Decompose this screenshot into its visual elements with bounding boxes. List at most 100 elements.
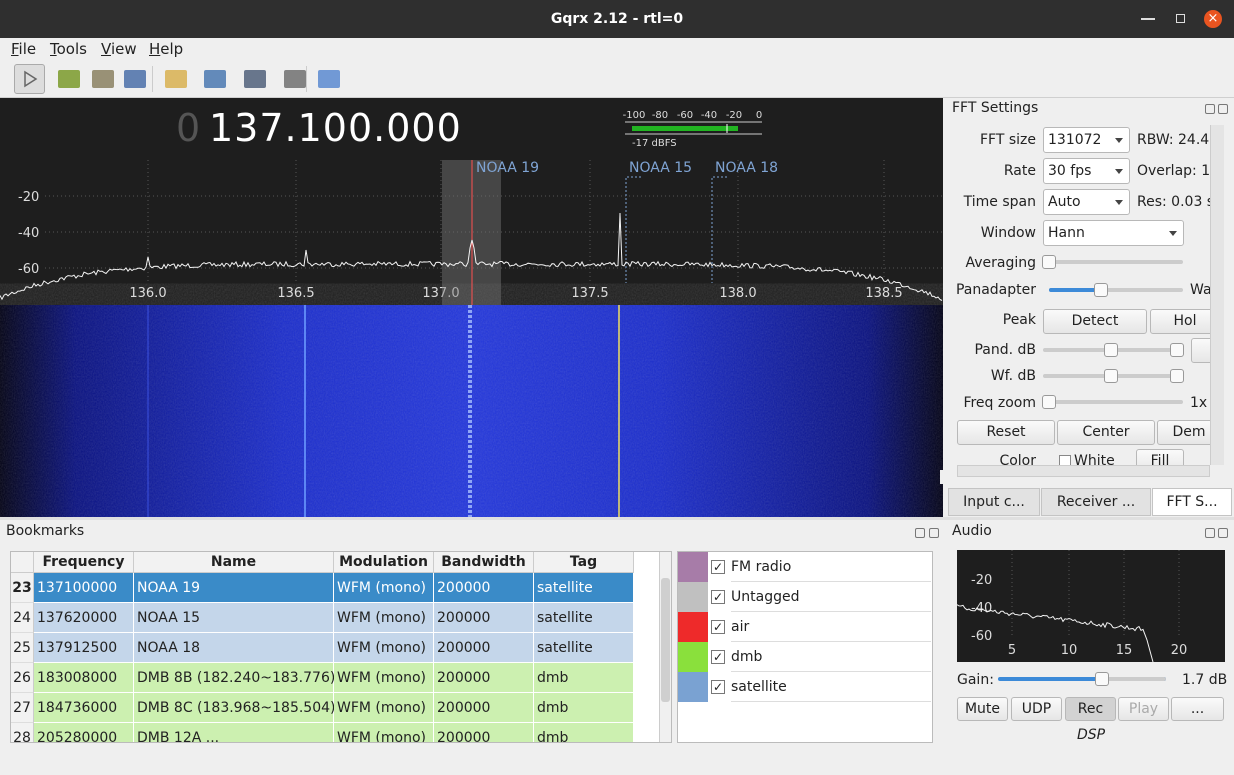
button[interactable]: Detect — [1043, 309, 1147, 334]
tag-name[interactable]: air — [731, 612, 931, 642]
table-cell[interactable]: 137912500 — [34, 633, 134, 663]
column-header[interactable]: Frequency — [34, 552, 134, 573]
column-header[interactable]: Bandwidth — [434, 552, 534, 573]
audio-button[interactable]: Mute — [957, 697, 1008, 721]
audio-button[interactable]: ... — [1171, 697, 1224, 721]
tag-name[interactable]: FM radio — [731, 552, 931, 582]
dock-float[interactable] — [915, 528, 925, 538]
checkbox[interactable]: ✓ — [711, 620, 725, 634]
audio-button[interactable]: Rec — [1065, 697, 1116, 721]
table-cell[interactable]: 200000 — [434, 633, 534, 663]
menu-item[interactable]: File — [11, 40, 37, 58]
slider-track[interactable] — [1049, 260, 1183, 264]
table-cell[interactable]: 205280000 — [34, 723, 134, 742]
table-cell[interactable]: NOAA 15 — [134, 603, 334, 633]
menu-item[interactable]: View — [101, 40, 137, 58]
dock-close[interactable] — [929, 528, 939, 538]
maximize-button[interactable] — [1176, 14, 1185, 23]
toolbar-icon[interactable] — [284, 70, 306, 88]
slider-handle[interactable] — [1170, 343, 1184, 357]
menu-item[interactable]: Tools — [50, 40, 87, 58]
column-header[interactable]: Tag — [534, 552, 634, 573]
scroll-thumb[interactable] — [661, 578, 670, 702]
slider-track[interactable] — [1049, 288, 1183, 292]
combo-box[interactable]: Hann — [1043, 220, 1184, 246]
slider-handle[interactable] — [1095, 672, 1109, 686]
column-header[interactable]: Modulation — [334, 552, 434, 573]
toolbar-icon[interactable] — [318, 70, 340, 88]
table-cell[interactable]: satellite — [534, 573, 634, 603]
table-cell[interactable]: 200000 — [434, 693, 534, 723]
dock-float[interactable] — [1205, 104, 1215, 114]
play-button[interactable] — [14, 64, 45, 94]
slider-track[interactable] — [998, 677, 1166, 681]
table-cell[interactable]: 200000 — [434, 573, 534, 603]
table-cell[interactable]: satellite — [534, 633, 634, 663]
table-cell[interactable]: 183008000 — [34, 663, 134, 693]
table-cell[interactable]: 137620000 — [34, 603, 134, 633]
toolbar-icon[interactable] — [92, 70, 114, 88]
toolbar-icon[interactable] — [124, 70, 146, 88]
checkbox[interactable]: ✓ — [711, 650, 725, 664]
table-cell[interactable]: NOAA 19 — [134, 573, 334, 603]
combo-box[interactable]: Auto — [1043, 189, 1130, 215]
table-cell[interactable]: WFM (mono) — [334, 723, 434, 742]
table-cell[interactable]: 137100000 — [34, 573, 134, 603]
toolbar-icon[interactable] — [58, 70, 80, 88]
row-header[interactable]: 23 — [11, 573, 34, 603]
table-cell[interactable]: 200000 — [434, 663, 534, 693]
table-cell[interactable]: WFM (mono) — [334, 573, 434, 603]
tag-name[interactable]: Untagged — [731, 582, 931, 612]
slider-handle[interactable] — [1094, 283, 1108, 297]
slider-handle[interactable] — [1042, 255, 1056, 269]
minimize-button[interactable] — [1141, 8, 1155, 20]
close-button[interactable]: × — [1204, 10, 1222, 28]
table-cell[interactable]: dmb — [534, 723, 634, 742]
tag-name[interactable]: satellite — [731, 672, 931, 702]
combo-box[interactable]: 30 fps — [1043, 158, 1130, 184]
audio-button[interactable]: Play — [1118, 697, 1169, 721]
table-cell[interactable]: WFM (mono) — [334, 603, 434, 633]
checkbox[interactable]: ✓ — [711, 560, 725, 574]
table-cell[interactable]: dmb — [534, 693, 634, 723]
row-header[interactable]: 27 — [11, 693, 34, 723]
table-cell[interactable]: WFM (mono) — [334, 693, 434, 723]
slider-handle[interactable] — [1170, 369, 1184, 383]
slider-handle[interactable] — [1042, 395, 1056, 409]
dock-close[interactable] — [1218, 104, 1228, 114]
table-cell[interactable]: DMB 8B (182.240~183.776) — [134, 663, 335, 693]
dock-close[interactable] — [1218, 528, 1228, 538]
column-header[interactable]: Name — [134, 552, 334, 573]
table-cell[interactable]: WFM (mono) — [334, 633, 434, 663]
tab[interactable]: Receiver ... — [1041, 488, 1151, 516]
button[interactable]: Center — [1057, 420, 1155, 445]
row-header[interactable]: 24 — [11, 603, 34, 633]
slider-track[interactable] — [1049, 400, 1183, 404]
slider-handle[interactable] — [1104, 369, 1118, 383]
checkbox[interactable]: ✓ — [711, 680, 725, 694]
table-cell[interactable]: NOAA 18 — [134, 633, 334, 663]
table-cell[interactable]: satellite — [534, 603, 634, 633]
row-header[interactable]: 26 — [11, 663, 34, 693]
toolbar-icon[interactable] — [204, 70, 226, 88]
audio-button[interactable]: UDP — [1011, 697, 1062, 721]
table-cell[interactable]: 200000 — [434, 723, 534, 742]
tab[interactable]: FFT S... — [1152, 488, 1232, 516]
table-cell[interactable]: WFM (mono) — [334, 663, 434, 693]
table-cell[interactable]: 200000 — [434, 603, 534, 633]
table-cell[interactable]: DMB 8C (183.968~185.504) — [134, 693, 336, 723]
toolbar-icon[interactable] — [165, 70, 187, 88]
menu-item[interactable]: Help — [149, 40, 184, 58]
table-cell[interactable]: DMB 12A ... — [134, 723, 334, 742]
button[interactable]: Hol — [1150, 309, 1220, 334]
dock-float[interactable] — [1205, 528, 1215, 538]
slider-handle[interactable] — [1104, 343, 1118, 357]
table-cell[interactable]: dmb — [534, 663, 634, 693]
tab[interactable]: Input c... — [948, 488, 1040, 516]
combo-box[interactable]: 131072 — [1043, 127, 1130, 153]
tag-name[interactable]: dmb — [731, 642, 931, 672]
button[interactable]: Reset — [957, 420, 1055, 445]
table-cell[interactable]: 184736000 — [34, 693, 134, 723]
row-header[interactable]: 28 — [11, 723, 34, 742]
checkbox[interactable]: ✓ — [711, 590, 725, 604]
